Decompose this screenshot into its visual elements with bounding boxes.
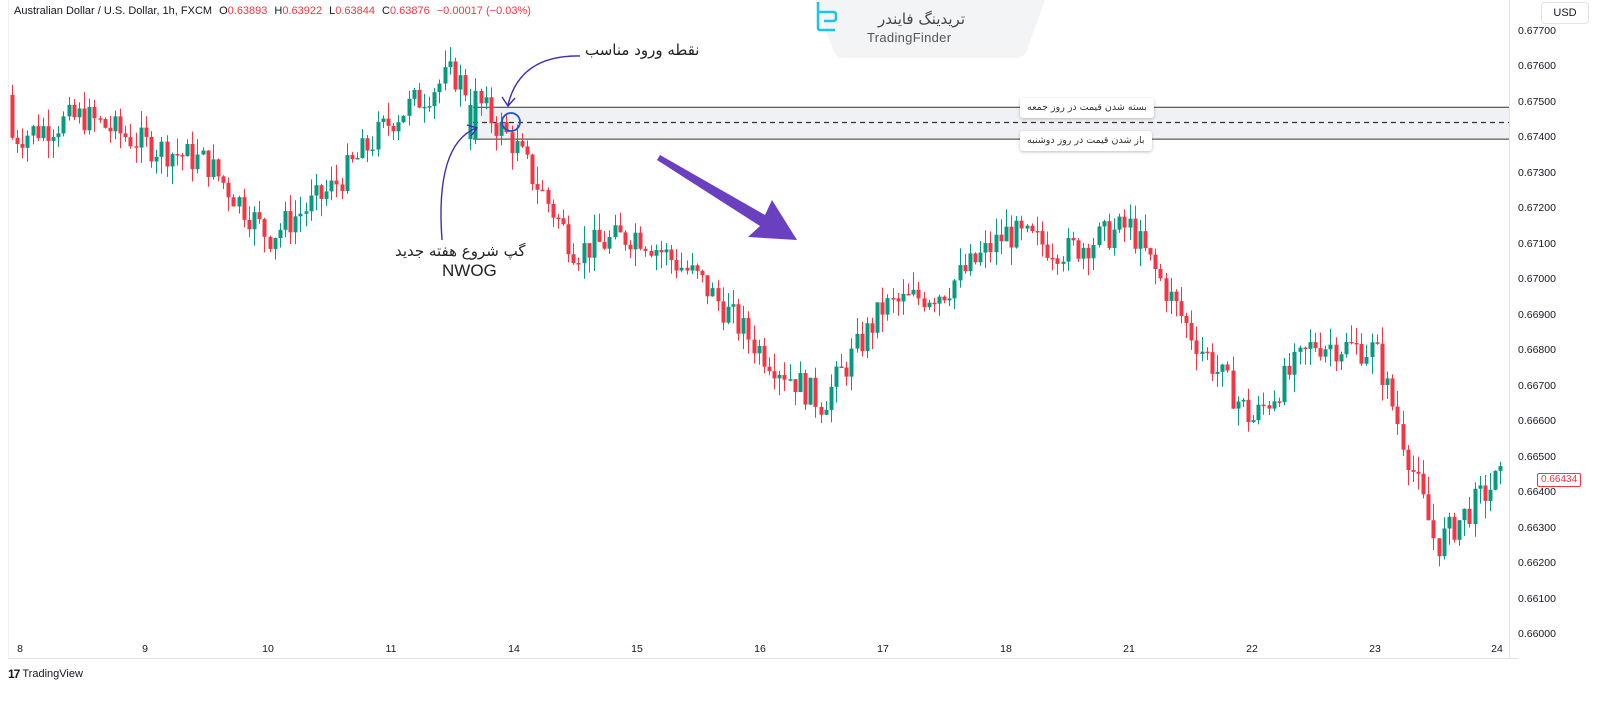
- price-tick: 0.66800: [1518, 344, 1556, 357]
- gap-annotation: گپ شروع هفته جدید: [395, 242, 526, 260]
- ohlc-close: C0.63876: [382, 5, 430, 17]
- time-tick: 23: [1369, 643, 1381, 655]
- time-tick: 21: [1123, 643, 1135, 655]
- price-tick: 0.66600: [1518, 415, 1556, 428]
- annotation-overlay: [440, 55, 797, 241]
- ohlc-change: −0.00017 (−0.03%): [436, 5, 531, 17]
- time-tick: 15: [631, 643, 643, 655]
- price-tick: 0.66300: [1518, 521, 1556, 534]
- ohlc-low: L0.63844: [329, 5, 376, 17]
- price-tick: 0.67200: [1518, 202, 1556, 215]
- time-axis-border: [8, 658, 1518, 659]
- time-tick: 16: [754, 643, 766, 655]
- candles: [10, 47, 1503, 567]
- watermark-name-en: TradingFinder: [867, 30, 952, 45]
- price-tick: 0.67400: [1518, 131, 1556, 144]
- price-tick: 0.67300: [1518, 166, 1556, 179]
- price-tick: 0.66700: [1518, 379, 1556, 392]
- nwog-zone: [473, 106, 1509, 140]
- friday-close-label: بسته شدن قیمت در روز جمعه: [1020, 98, 1154, 118]
- ohlc-high: H0.63922: [274, 5, 323, 17]
- tradingfinder-watermark: تریدینگ فایندر TradingFinder: [815, 0, 1045, 58]
- price-tick: 0.67000: [1518, 273, 1556, 286]
- tradingview-brand-text: TradingView: [22, 668, 83, 680]
- price-tick: 0.66000: [1518, 628, 1556, 640]
- symbol-header: Australian Dollar / U.S. Dollar, 1h, FXC…: [14, 5, 531, 17]
- tradingview-logo-icon: 17: [8, 667, 20, 681]
- time-tick: 11: [385, 643, 397, 655]
- time-tick: 10: [262, 643, 274, 655]
- price-axis-border: [1509, 0, 1510, 658]
- time-tick: 8: [17, 643, 23, 655]
- monday-open-label: باز شدن قیمت در روز دوشنبه: [1020, 131, 1152, 151]
- price-tick: 0.66400: [1518, 486, 1556, 499]
- watermark-name-fa: تریدینگ فایندر: [878, 10, 965, 28]
- tradingfinder-logo-icon: [816, 2, 838, 32]
- price-tick: 0.67100: [1518, 237, 1556, 250]
- price-tick: 0.66100: [1518, 592, 1556, 605]
- time-tick: 18: [1000, 643, 1012, 655]
- price-tick: 0.67600: [1518, 60, 1556, 73]
- price-tick: 0.66900: [1518, 308, 1556, 321]
- tradingview-brand[interactable]: 17 TradingView: [8, 667, 83, 681]
- price-tick: 0.67700: [1518, 25, 1556, 37]
- price-tick: 0.66500: [1518, 450, 1556, 463]
- price-tick: 0.67500: [1518, 95, 1556, 108]
- nwog-annotation: NWOG: [442, 261, 497, 280]
- price-tick: 0.66200: [1518, 557, 1556, 570]
- time-tick: 14: [508, 643, 520, 655]
- time-tick: 24: [1491, 643, 1503, 655]
- time-tick: 17: [877, 643, 889, 655]
- symbol-title: Australian Dollar / U.S. Dollar, 1h, FXC…: [14, 5, 213, 17]
- time-tick: 9: [142, 643, 148, 655]
- entry-point-annotation: نقطه ورود مناسب: [585, 41, 700, 59]
- last-price-label: 0.66434: [1537, 473, 1582, 487]
- currency-button[interactable]: USD: [1541, 2, 1589, 24]
- watermark-background: [815, 0, 1045, 58]
- chart-left-border: [8, 0, 9, 658]
- time-tick: 22: [1246, 643, 1258, 655]
- ohlc-open: O0.63893: [219, 5, 268, 17]
